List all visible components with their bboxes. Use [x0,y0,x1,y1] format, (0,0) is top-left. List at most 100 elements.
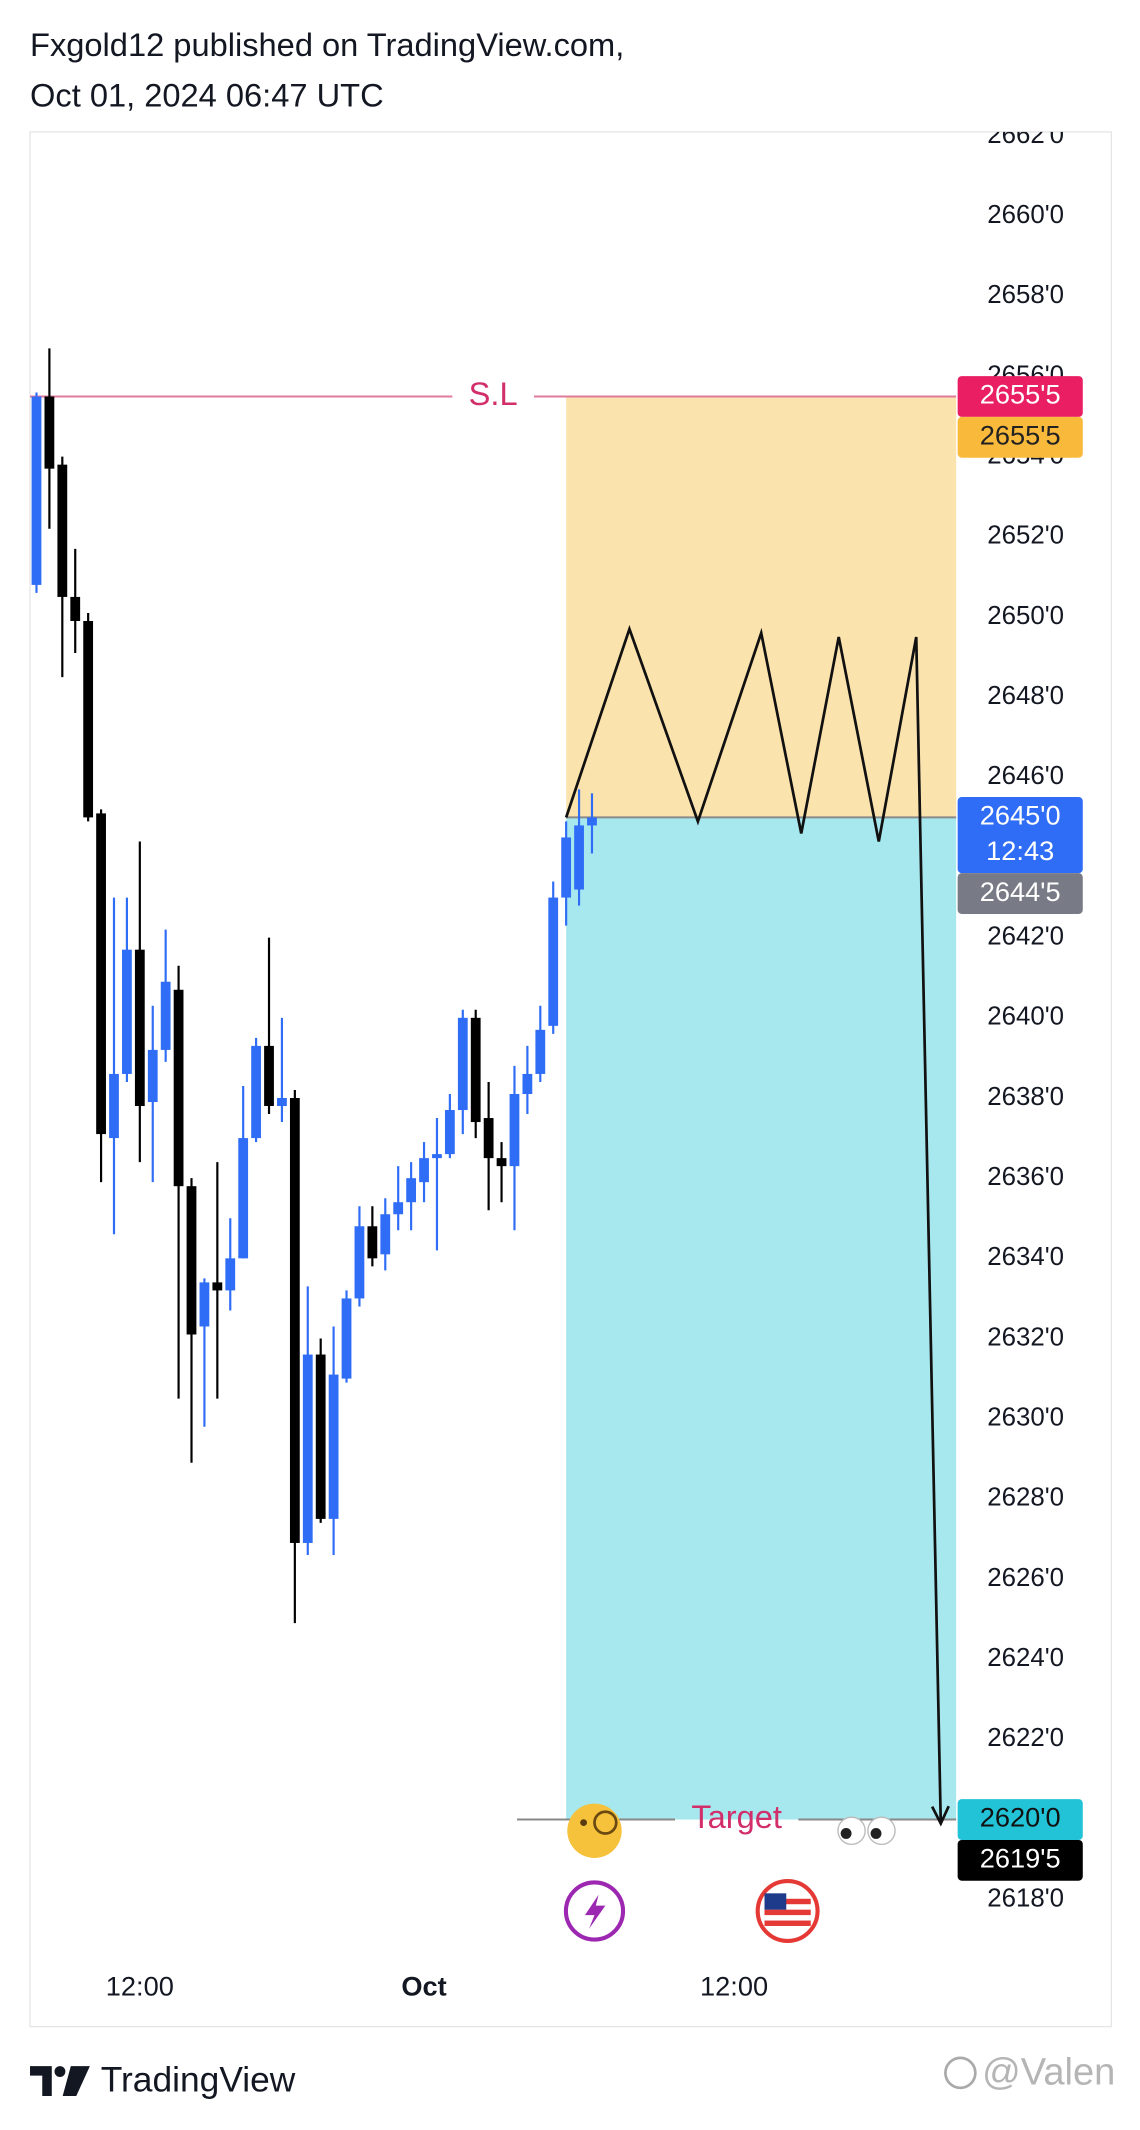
chart-title: Fxgold12 published on TradingView.com, [30,26,624,63]
candle-body [57,464,68,597]
arrow-head [930,1805,950,1827]
candle-body [509,1093,520,1167]
candle-body [264,1045,274,1107]
y-tick-label: 2638'0 [987,1083,1064,1111]
candle-body [173,989,184,1187]
y-tick-label: 2626'0 [987,1564,1064,1592]
chart-frame [29,131,1113,2028]
price-tag-sublabel: 12:43 [986,835,1054,866]
candle-body [328,1374,339,1519]
brand-logo [62,2066,90,2096]
stop-zone [566,396,957,818]
y-tick-label: 2628'0 [987,1484,1064,1512]
price-tag-label: 2645'0 [980,800,1061,831]
candle-body [199,1282,210,1327]
emoji-monocle [593,1810,618,1835]
candle-body [522,1073,533,1094]
candle-body [147,1049,158,1103]
target-zone [566,817,957,1820]
candle-body [496,1158,507,1167]
watermark-icon [944,2056,977,2090]
emoji-eye [580,1819,588,1827]
y-tick-label: 2618'0 [987,1885,1064,1913]
price-tag [957,376,1083,417]
candle-body [561,837,572,898]
candle-body [315,1354,326,1519]
price-tag-label: 2655'5 [980,419,1061,450]
x-tick-label: 12:00 [106,1971,174,2002]
brand-name: TradingView [101,2061,296,2100]
candle-body [289,1097,300,1543]
candle-body [432,1154,442,1159]
candle-body [535,1029,546,1074]
icons [563,1803,896,1943]
y-tick-label: 2658'0 [987,281,1064,309]
price-tag-label: 2619'5 [980,1843,1061,1874]
candle-body [70,596,81,621]
y-tick-label: 2640'0 [987,1003,1064,1031]
candle-body [122,949,132,1074]
line-label: Target [691,1798,782,1835]
y-tick-label: 2634'0 [987,1243,1064,1271]
candle-body [96,813,106,1135]
watermark: @Valen [982,2051,1115,2093]
candle-body [444,1110,455,1155]
candle-body [160,981,171,1050]
y-tick-label: 2632'0 [987,1323,1064,1351]
candle-body [277,1097,287,1107]
line-label: S.L [469,375,518,412]
brand-logo [54,2066,66,2077]
candle-body [419,1158,429,1183]
price-tag-label: 2620'0 [980,1802,1061,1833]
y-tick-label: 2650'0 [987,602,1064,630]
candle-body [83,620,94,818]
candle-body [354,1226,365,1299]
candle-body [44,396,55,469]
candle-body [109,1073,119,1139]
flag-stripe [764,1909,811,1916]
candle-body [406,1178,417,1203]
candle-body [483,1118,494,1159]
y-tick-label: 2662'0 [987,121,1064,149]
price-tag [957,416,1083,458]
y-tick-label: 2648'0 [987,682,1064,710]
candle-body [393,1202,404,1215]
candle-body [587,817,597,826]
emoji-pupil [840,1828,852,1839]
candle-body [186,1186,197,1335]
y-tick-label: 2624'0 [987,1644,1064,1672]
candle-body [134,949,145,1107]
x-tick-label: Oct [401,1971,446,2002]
candle-body [302,1354,313,1543]
y-tick-label: 2642'0 [987,922,1064,950]
candle-body [341,1298,352,1379]
price-tag-label: 2644'5 [980,876,1061,907]
y-tick-label: 2622'0 [987,1724,1064,1752]
candle-body [31,396,42,585]
candle-body [367,1226,378,1259]
price-tag [957,1799,1083,1840]
flag-canton [764,1893,787,1910]
brand-logo [30,2066,52,2096]
flag-stripe [764,1898,811,1905]
y-tick-label: 2630'0 [987,1404,1064,1432]
candle-body [470,1017,481,1123]
price-tag [957,796,1083,874]
price-tag [957,1839,1083,1881]
candle-body [212,1282,223,1291]
y-tick-label: 2652'0 [987,522,1064,550]
candle-body [380,1214,391,1255]
candle-body [251,1045,261,1139]
candle-body [574,825,584,890]
emoji-pupil [870,1828,882,1839]
x-tick-label: 12:00 [700,1971,768,2002]
y-tick-label: 2660'0 [987,201,1064,229]
trend-drawing [564,624,943,1824]
flag-stripe [764,1920,811,1926]
candle-body [548,897,559,1026]
emoji-face [567,1803,622,1858]
price-tag [957,873,1083,914]
price-tag-label: 2655'5 [980,379,1061,410]
